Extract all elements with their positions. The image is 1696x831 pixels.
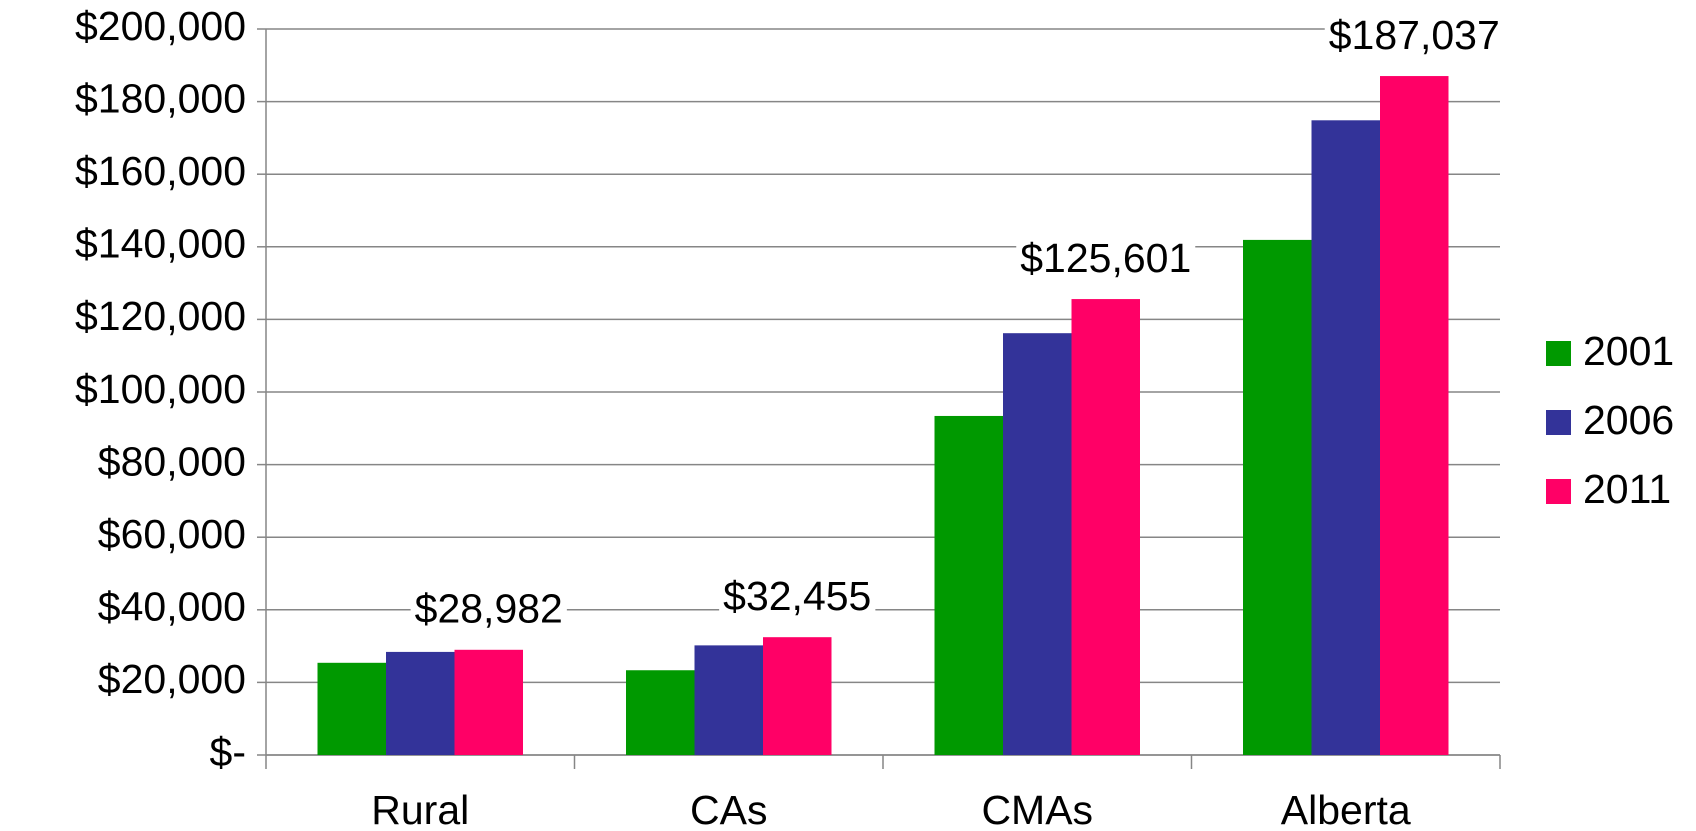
data-label-bg [1324, 11, 1504, 58]
data-label-bg [410, 585, 567, 632]
data-label-bg [1016, 234, 1196, 281]
legend-label: 2006 [1583, 397, 1674, 443]
y-tick-label: $- [210, 729, 246, 775]
legend-label: 2011 [1583, 466, 1671, 512]
data-label: $125,601 [1020, 235, 1191, 281]
data-label: $187,037 [1329, 12, 1500, 58]
bar [763, 637, 832, 755]
y-tick-label: $80,000 [98, 438, 246, 484]
legend-swatch [1546, 341, 1571, 366]
bar [1243, 239, 1312, 755]
y-tick-label: $60,000 [98, 511, 246, 557]
bar [1311, 120, 1380, 756]
y-tick-label: $160,000 [75, 148, 246, 194]
bar [1071, 299, 1140, 755]
y-tick-label: $180,000 [75, 75, 246, 121]
bar [317, 662, 386, 755]
y-tick-label: $200,000 [75, 3, 246, 49]
data-label: $28,982 [415, 586, 563, 632]
legend-swatch [1546, 479, 1571, 504]
y-tick-label: $20,000 [98, 656, 246, 702]
y-tick-label: $40,000 [98, 584, 246, 630]
bar [626, 670, 695, 755]
x-tick-label: CMAs [981, 787, 1093, 831]
data-label: $32,455 [723, 573, 871, 619]
x-tick-label: CAs [690, 787, 767, 831]
bar [694, 645, 763, 755]
x-tick-label: Rural [371, 787, 469, 831]
bar [386, 651, 455, 755]
data-label-bg [719, 573, 876, 620]
bar [1003, 333, 1072, 755]
legend-swatch [1546, 410, 1571, 435]
bar [1380, 76, 1449, 756]
bar [934, 415, 1003, 755]
bar [454, 649, 523, 755]
y-tick-label: $140,000 [75, 221, 246, 267]
y-tick-label: $100,000 [75, 366, 246, 412]
y-tick-label: $120,000 [75, 293, 246, 339]
x-tick-label: Alberta [1281, 787, 1411, 831]
legend-label: 2001 [1583, 328, 1674, 374]
